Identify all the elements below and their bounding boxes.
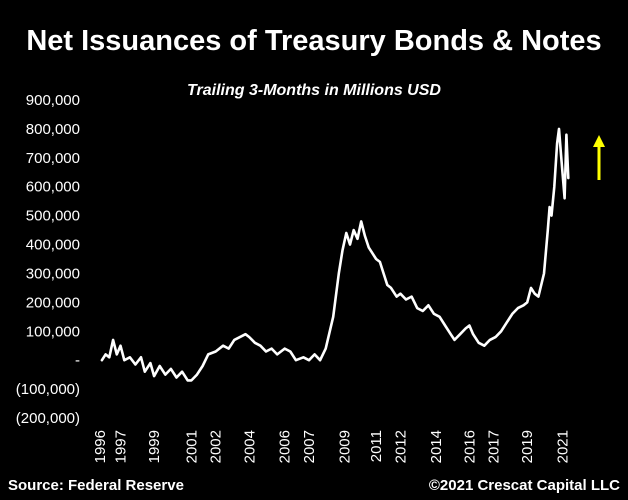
source-text: Source: Federal Reserve [8,477,184,494]
x-tick-label: 2002 [208,430,225,463]
x-tick-label: 1997 [113,430,130,463]
y-tick-label: 600,000 [26,179,80,196]
x-tick-label: 2001 [183,430,200,463]
chart-subtitle: Trailing 3-Months in Millions USD [187,82,441,99]
x-tick-label: 2016 [461,430,478,463]
y-tick-label: 800,000 [26,121,80,138]
x-tick-label: 1999 [146,430,163,463]
x-tick-label: 2006 [277,430,294,463]
y-tick-label: 900,000 [26,92,80,109]
x-axis-ticks: 1996 1997 1999 2001 2002 2004 2006 2007 2009 2011… [92,430,572,463]
up-arrow-annotation [593,135,605,180]
chart-title: Net Issuances of Treasury Bonds & Notes [26,25,601,57]
x-tick-label: 2012 [392,430,409,463]
x-tick-label: 2014 [428,430,445,463]
x-tick-label: 2009 [336,430,353,463]
copyright-text: ©2021 Crescat Capital LLC [429,477,620,494]
y-tick-label: 400,000 [26,237,80,254]
x-tick-label: 2004 [241,430,258,463]
y-tick-label: - [75,352,80,369]
y-axis-ticks: 900,000 800,000 700,000 600,000 500,000 400,0… [16,92,80,427]
y-tick-label: 500,000 [26,208,80,225]
x-tick-label: 2007 [301,430,318,463]
y-tick-label: 700,000 [26,150,80,167]
x-tick-label: 2019 [519,430,536,463]
series-line [100,127,570,382]
arrow-head [593,135,605,147]
x-tick-label: 2011 [368,430,385,462]
x-tick-label: 2021 [555,430,572,463]
y-tick-label: (200,000) [16,410,80,427]
y-tick-label: (100,000) [16,381,80,398]
y-tick-label: 300,000 [26,265,80,282]
x-tick-label: 2017 [486,430,503,463]
x-tick-label: 1996 [92,430,109,463]
y-tick-label: 200,000 [26,294,80,311]
y-tick-label: 100,000 [26,323,80,340]
